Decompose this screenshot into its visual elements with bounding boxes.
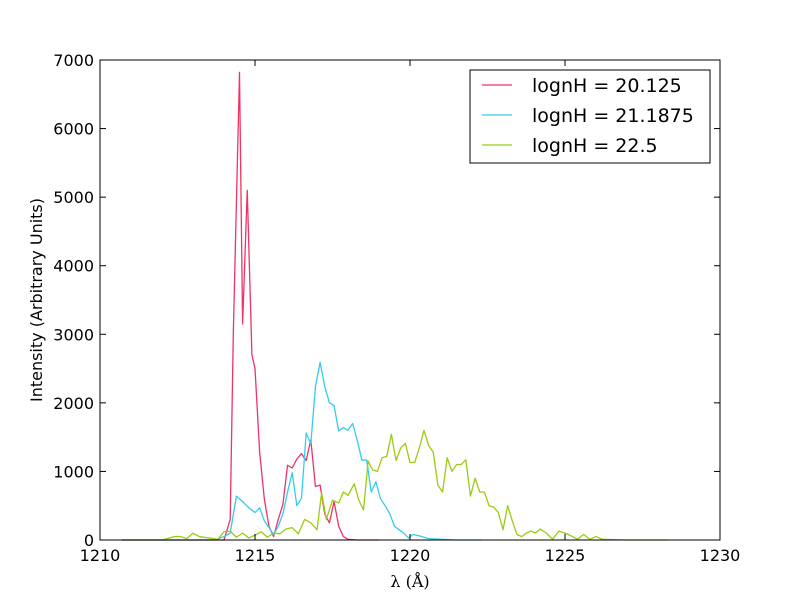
y-tick-label-7: 7000 — [53, 51, 94, 70]
legend-label-2: lognH = 22.5 — [532, 135, 658, 157]
series-line-0 — [121, 71, 379, 541]
series-line-2 — [121, 429, 668, 541]
y-tick-label-3: 3000 — [53, 325, 94, 344]
y-tick-label-1: 1000 — [53, 462, 94, 481]
y-tick-label-4: 4000 — [53, 257, 94, 276]
ticks-layer: 1210 1215 1220 1225 1230 0 1000 2000 3000 4000 500… — [53, 51, 740, 565]
y-tick-label-2: 2000 — [53, 394, 94, 413]
series-line-1 — [121, 361, 482, 541]
y-axis-label: Intensity (Arbitrary Units) — [27, 198, 46, 402]
plot-area: 1210 1215 1220 1225 1230 0 1000 2000 3000 4000 500… — [53, 51, 740, 565]
y-tick-label-5: 5000 — [53, 188, 94, 207]
legend-label-1: lognH = 21.1875 — [532, 105, 694, 127]
x-tick-label-1: 1215 — [235, 546, 276, 565]
x-tick-label-4: 1230 — [700, 546, 741, 565]
x-tick-label-2: 1220 — [390, 546, 431, 565]
y-tick-label-0: 0 — [84, 531, 94, 550]
x-tick-label-0: 1210 — [80, 546, 121, 565]
x-axis-label: λ (Å) — [390, 571, 429, 591]
x-tick-label-3: 1225 — [545, 546, 586, 565]
legend-label-0: lognH = 20.125 — [532, 75, 682, 97]
legend: lognH = 20.125 lognH = 21.1875 lognH = 22.… — [469, 69, 711, 164]
y-tick-label-6: 6000 — [53, 120, 94, 139]
